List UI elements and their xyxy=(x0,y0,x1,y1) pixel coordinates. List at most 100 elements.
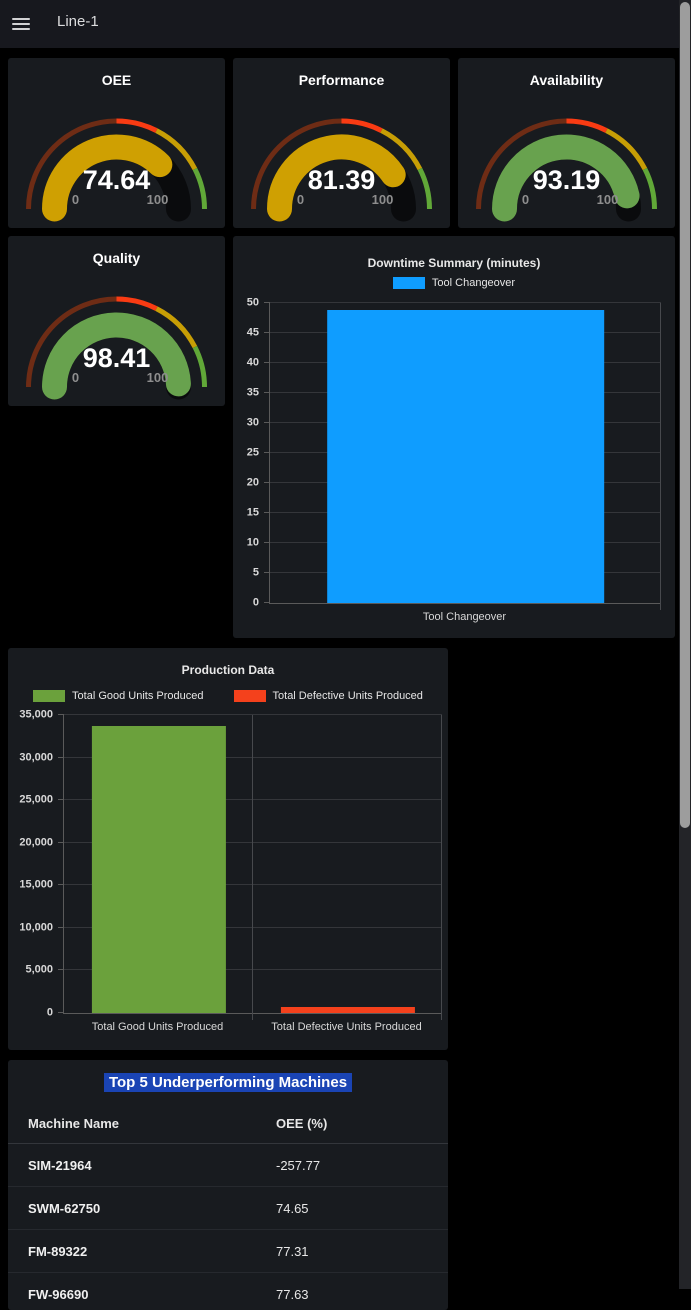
panel-downtime-summary: Downtime Summary (minutes) Tool Changeov… xyxy=(233,236,675,638)
bar-total-defective-units-produced[interactable] xyxy=(280,1007,415,1013)
y-tick-label: 25,000 xyxy=(19,793,53,806)
gauge-value: 81.39 xyxy=(308,165,376,195)
legend-item-tool-changeover[interactable]: Tool Changeover xyxy=(392,277,515,289)
gridline xyxy=(270,302,661,303)
oee-gauge: 74.64 0 100 xyxy=(8,92,225,227)
y-tick-label: 30,000 xyxy=(19,751,53,764)
table-row: SIM-21964 -257.77 xyxy=(8,1144,448,1187)
y-tick-label: 40 xyxy=(246,356,259,369)
quality-gauge: 98.41 0 100 xyxy=(8,270,225,405)
legend-label: Total Defective Units Produced xyxy=(272,690,423,702)
scrollbar-track[interactable] xyxy=(679,0,691,1289)
y-tick-mark xyxy=(264,482,270,483)
panel-title-availability[interactable]: Availability xyxy=(529,72,604,88)
gauge-min-label: 0 xyxy=(72,370,79,385)
y-tick-label: 45 xyxy=(246,326,259,339)
y-tick-label: 0 xyxy=(252,596,259,609)
oee-value-cell: 77.31 xyxy=(276,1243,309,1259)
gridline xyxy=(64,799,442,801)
table-body: SIM-21964 -257.77 SWM-62750 74.65 FM-89322 77… xyxy=(8,1144,448,1310)
gridline xyxy=(64,926,442,928)
panel-title-performance[interactable]: Performance xyxy=(298,72,385,88)
gauge-value: 74.64 xyxy=(83,165,151,195)
table-title-wrap: Top 5 Underperforming Machines xyxy=(8,1060,448,1092)
y-tick-label: 10,000 xyxy=(19,921,53,934)
panel-title-quality[interactable]: Quality xyxy=(92,250,141,266)
gridline xyxy=(64,969,442,971)
y-tick-label: 5 xyxy=(252,566,259,579)
x-axis-label: Total Good Units Produced xyxy=(91,1021,224,1033)
y-tick-label: 10 xyxy=(246,536,259,549)
y-tick-mark xyxy=(58,841,64,843)
y-tick-mark xyxy=(58,799,64,801)
y-tick-label: 35,000 xyxy=(19,708,53,721)
performance-gauge: 81.39 0 100 xyxy=(233,92,450,227)
table-row: SWM-62750 74.65 xyxy=(8,1187,448,1230)
category-boundary-line xyxy=(660,303,661,610)
gauge-value: 98.41 xyxy=(83,343,151,373)
page-title: Line-1 xyxy=(57,13,99,30)
oee-value-cell: 74.65 xyxy=(276,1200,309,1216)
bar-tool-changeover[interactable] xyxy=(326,310,605,603)
legend-label: Total Good Units Produced xyxy=(72,690,204,702)
gauge-max-label: 100 xyxy=(147,370,169,385)
y-tick-label: 50 xyxy=(246,296,259,309)
table-row: FW-96690 77.63 xyxy=(8,1273,448,1310)
y-tick-label: 25 xyxy=(246,446,259,459)
category-boundary-line xyxy=(252,715,253,1020)
y-tick-mark xyxy=(58,1012,64,1013)
y-tick-mark xyxy=(264,362,270,363)
y-tick-label: 15 xyxy=(246,506,259,519)
y-tick-mark xyxy=(264,302,270,303)
y-tick-label: 20 xyxy=(246,476,259,489)
table-header-row: Machine Name OEE (%) xyxy=(8,1116,448,1144)
oee-value-cell: -257.77 xyxy=(276,1157,321,1173)
panel-title-oee[interactable]: OEE xyxy=(101,72,132,88)
app-header: Line-1 xyxy=(0,0,691,48)
panel-production-data: Production Data Total Good Units Produce… xyxy=(8,648,448,1050)
legend-item-defective-units[interactable]: Total Defective Units Produced xyxy=(233,690,423,702)
panel-oee: OEE 74.64 0 100 xyxy=(8,58,225,228)
gauge-min-label: 0 xyxy=(522,192,529,207)
gridline xyxy=(64,884,442,886)
column-header-machine-name: Machine Name xyxy=(28,1116,120,1131)
scrollbar-thumb[interactable] xyxy=(680,2,690,828)
category-boundary-line xyxy=(441,715,442,1020)
y-tick-mark xyxy=(264,542,270,543)
y-tick-label: 20,000 xyxy=(19,836,53,849)
panel-availability: Availability 93.19 0 100 xyxy=(458,58,675,228)
legend-swatch xyxy=(33,690,66,702)
chart-legend: Total Good Units Produced Total Defectiv… xyxy=(8,690,448,702)
panel-quality: Quality 98.41 0 100 xyxy=(8,236,225,406)
y-tick-label: 5,000 xyxy=(25,963,53,976)
y-tick-mark xyxy=(264,572,270,573)
production-bar-chart: 0 5,000 10,000 15,000 20,000 25,000 30,000 35,0… xyxy=(19,709,442,1020)
x-axis-label: Total Defective Units Produced xyxy=(271,1021,422,1033)
gridline xyxy=(64,714,442,715)
y-tick-mark xyxy=(58,756,64,758)
y-tick-label: 0 xyxy=(46,1006,53,1019)
machine-name-cell: FM-89322 xyxy=(28,1243,88,1259)
gauge-value: 93.19 xyxy=(533,165,601,195)
column-header-oee: OEE (%) xyxy=(276,1116,328,1131)
x-axis-labels: Tool Changeover xyxy=(269,611,660,623)
legend-item-good-units[interactable]: Total Good Units Produced xyxy=(33,690,204,702)
y-tick-label: 30 xyxy=(246,416,259,429)
y-tick-mark xyxy=(264,512,270,513)
x-axis-labels: Total Good Units Produced Total Defective… xyxy=(63,1021,441,1033)
gauge-max-label: 100 xyxy=(597,192,619,207)
machine-name-cell: SIM-21964 xyxy=(28,1157,92,1173)
panel-performance: Performance 81.39 0 100 xyxy=(233,58,450,228)
gauge-min-label: 0 xyxy=(297,192,304,207)
y-tick-mark xyxy=(264,422,270,423)
y-tick-mark xyxy=(58,884,64,886)
gauge-max-label: 100 xyxy=(147,192,169,207)
bar-total-good-units-produced[interactable] xyxy=(91,726,226,1013)
chart-title: Downtime Summary (minutes) xyxy=(367,256,541,270)
table-row: FM-89322 77.31 xyxy=(8,1230,448,1273)
x-axis-label: Tool Changeover xyxy=(422,611,507,623)
y-tick-mark xyxy=(264,332,270,333)
y-tick-mark xyxy=(58,969,64,971)
hamburger-menu-icon[interactable] xyxy=(12,15,32,33)
